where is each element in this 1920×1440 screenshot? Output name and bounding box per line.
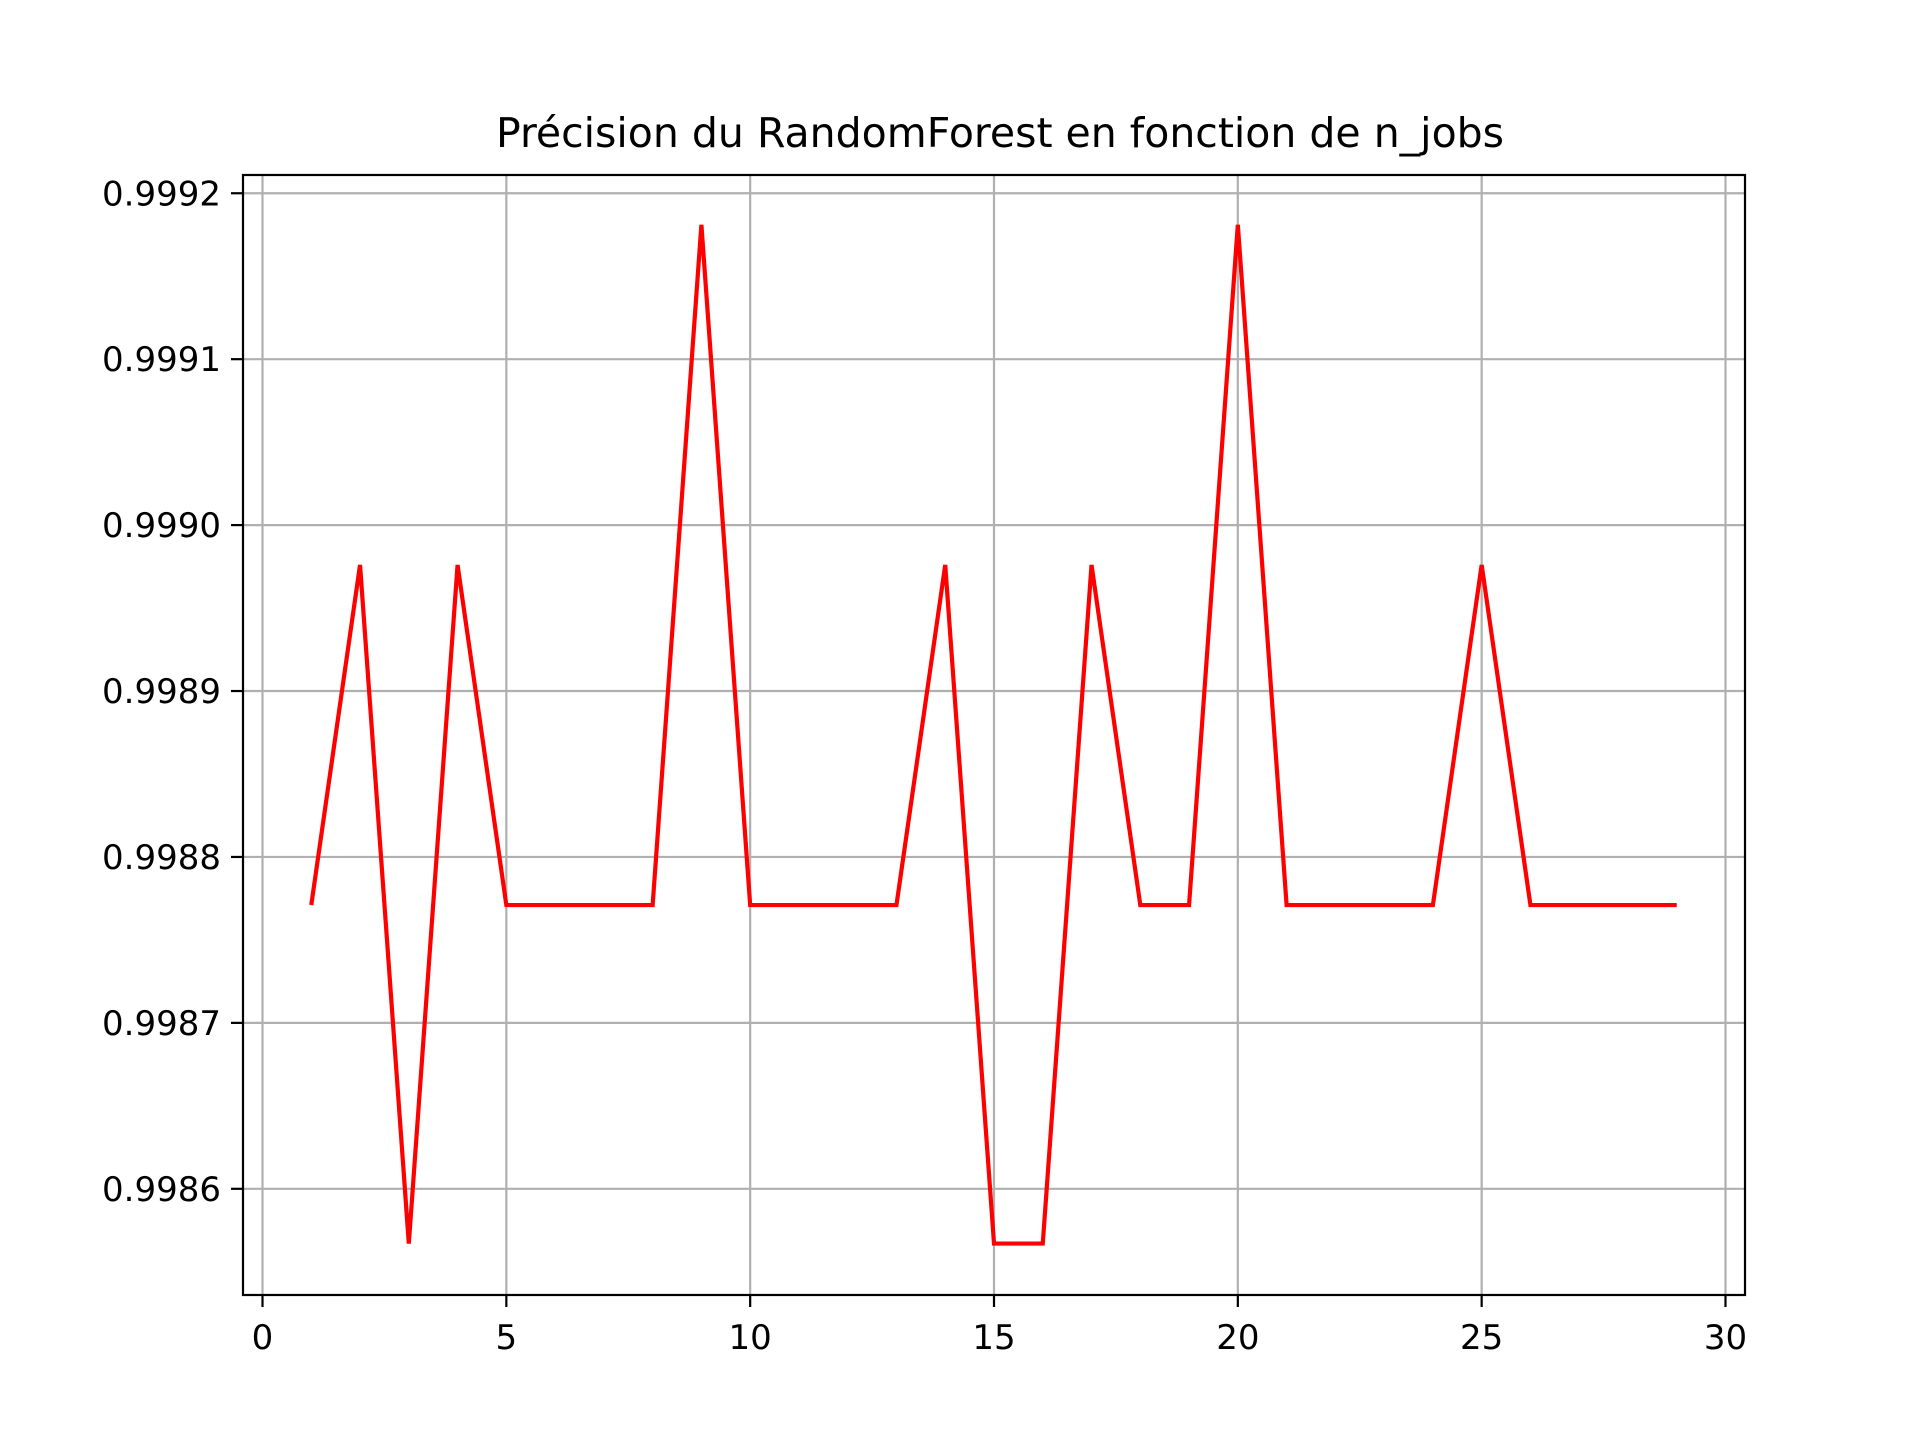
axes: 0 5 10 15 20 25 30 0.9986 0.9987 0.9988 0.9989 0.99… [102,173,1747,1358]
y-tick-label: 0.9991 [102,340,221,380]
x-tick-label: 25 [1460,1318,1503,1358]
y-tick-label: 0.9987 [102,1004,221,1044]
x-tick-label: 0 [252,1318,274,1358]
x-tick-label: 10 [729,1318,772,1358]
x-tick-label: 30 [1704,1318,1747,1358]
x-tick-label: 20 [1216,1318,1259,1358]
y-tick-label: 0.9986 [102,1170,221,1210]
y-tick-label: 0.9990 [102,506,221,546]
y-tick-label: 0.9992 [102,174,221,214]
y-tick-label: 0.9988 [102,838,221,878]
series-layer [309,224,1677,1246]
chart-title: Précision du RandomForest en fonction de… [496,109,1504,157]
x-tick-label: 15 [972,1318,1015,1358]
x-tick-label: 5 [496,1318,518,1358]
y-tick-label: 0.9989 [102,672,221,712]
series-line [309,224,1677,1246]
grid [243,175,1745,1295]
